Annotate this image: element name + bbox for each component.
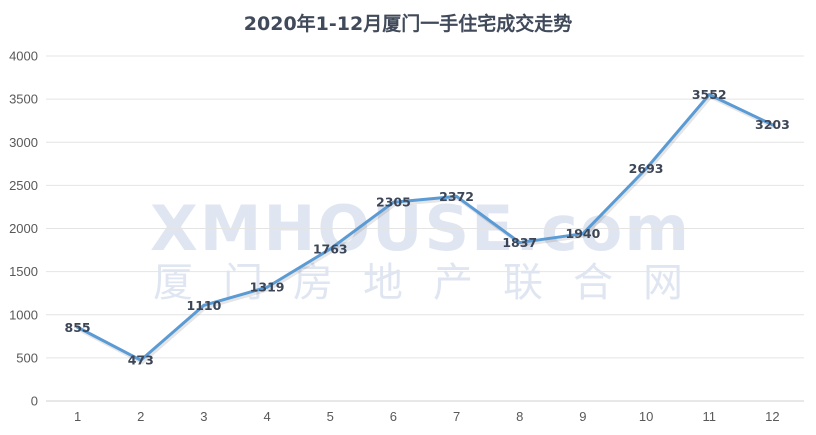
series-layer (76, 93, 775, 365)
data-label: 2305 (376, 195, 411, 210)
x-tick-label: 9 (579, 409, 586, 424)
series-line-shadow (78, 95, 775, 365)
y-tick-label: 2500 (9, 178, 38, 193)
data-point (328, 247, 332, 251)
grid-layer (46, 55, 804, 402)
data-label: 3203 (755, 117, 790, 132)
x-tick-label: 8 (516, 409, 523, 424)
y-tick-label: 1000 (9, 307, 38, 322)
data-label: 2693 (629, 161, 664, 176)
chart-title: 2020年1-12月厦门一手住宅成交走势 (244, 12, 572, 35)
data-label: 1763 (313, 241, 348, 256)
data-point (581, 232, 585, 236)
data-point (644, 167, 648, 171)
data-point (391, 200, 395, 204)
x-tick-label: 6 (390, 409, 397, 424)
data-label: 1110 (187, 298, 222, 313)
data-point (139, 358, 143, 362)
y-tick-label: 2000 (9, 221, 38, 236)
x-tick-label: 3 (200, 409, 207, 424)
y-tick-label: 3000 (9, 135, 38, 150)
data-label: 1319 (250, 280, 285, 295)
data-label: 1940 (566, 226, 601, 241)
watermark-subtitle: 厦门房地产联合网 (153, 260, 713, 306)
x-tick-label: 5 (327, 409, 334, 424)
data-label-layer: 855 473 1110 1319 1763 2305 2372 1837 1940 2693 35… (65, 87, 790, 368)
x-tick-label: 4 (263, 409, 270, 424)
x-tick-label: 10 (639, 409, 653, 424)
y-tick-label: 4000 (9, 49, 38, 64)
data-point (770, 123, 774, 127)
data-point (202, 303, 206, 307)
x-tick-label: 2 (137, 409, 144, 424)
y-tick-label: 500 (16, 350, 38, 365)
x-tick-label: 12 (765, 409, 779, 424)
data-label: 3552 (692, 87, 727, 102)
x-tick-label: 11 (703, 409, 717, 424)
x-tick-label: 7 (453, 409, 460, 424)
y-tick-label: 0 (31, 394, 38, 409)
data-point (76, 325, 80, 329)
data-label: 1837 (502, 235, 537, 250)
data-point (265, 285, 269, 289)
watermark: XMHOUSE.com 厦门房地产联合网 (150, 192, 713, 306)
series-line (76, 93, 774, 362)
data-label: 855 (65, 320, 91, 335)
data-point (518, 241, 522, 245)
y-tick-label: 3500 (9, 92, 38, 107)
data-point (455, 194, 459, 198)
x-tick-label: 1 (74, 409, 81, 424)
data-label: 2372 (439, 189, 474, 204)
data-label: 473 (128, 353, 154, 368)
data-point (707, 93, 711, 97)
y-tick-label: 1500 (9, 264, 38, 279)
